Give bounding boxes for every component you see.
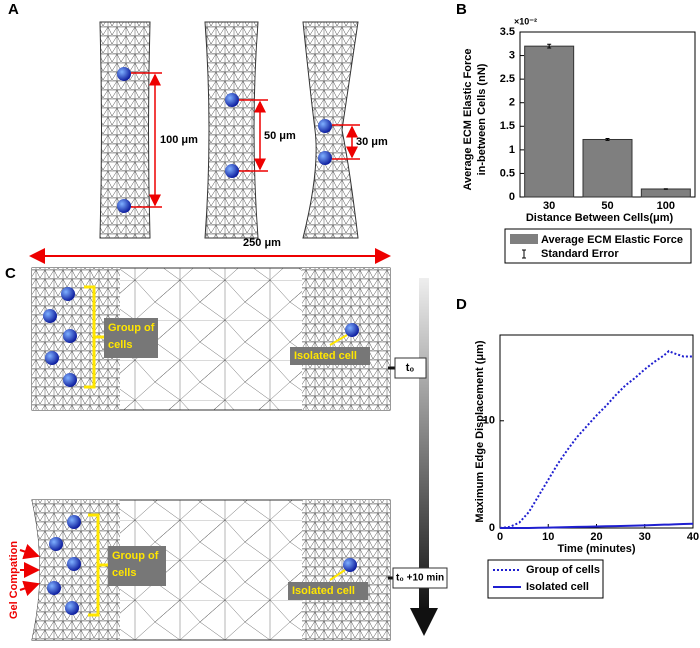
legend-label: Standard Error bbox=[541, 248, 619, 260]
bar bbox=[582, 138, 633, 198]
legend-box bbox=[487, 559, 604, 599]
group-label: Group of bbox=[108, 322, 155, 334]
legend-swatch bbox=[510, 234, 538, 244]
cell bbox=[117, 199, 131, 213]
width-label: 250 μm bbox=[243, 237, 281, 249]
error-bar bbox=[547, 43, 552, 49]
dimension-lines bbox=[131, 72, 360, 208]
arrow bbox=[19, 543, 40, 560]
x-axis-label: Time (minutes) bbox=[557, 543, 635, 555]
y-exponent: ×10⁻² bbox=[514, 16, 537, 26]
error-bar bbox=[605, 138, 610, 141]
panel-label: B bbox=[456, 1, 467, 18]
cell bbox=[225, 93, 239, 107]
cell bbox=[43, 309, 57, 323]
cell bbox=[345, 323, 359, 337]
arrow bbox=[19, 580, 40, 597]
x-axis-label: Distance Between Cells(μm) bbox=[526, 212, 674, 224]
cell-group bbox=[43, 287, 359, 615]
y-tick-label: 0.5 bbox=[500, 167, 515, 179]
distance-label: 50 μm bbox=[264, 130, 296, 142]
y-axis-label: in-between Cells (nN) bbox=[476, 63, 488, 175]
legend-label: Group of cells bbox=[526, 564, 600, 576]
y-tick-label: 0 bbox=[489, 522, 495, 534]
legend-swatch bbox=[522, 249, 526, 259]
time-label: t₀ bbox=[406, 362, 415, 374]
x-tick-label: 100 bbox=[657, 200, 675, 212]
label-bg bbox=[290, 347, 370, 365]
cell bbox=[67, 515, 81, 529]
compaction-label: Gel Compation bbox=[8, 541, 20, 620]
label-bg bbox=[108, 546, 166, 586]
cell bbox=[45, 351, 59, 365]
y-tick-label: 3 bbox=[509, 49, 515, 61]
cell bbox=[61, 287, 75, 301]
group-label: cells bbox=[112, 567, 136, 579]
cell bbox=[47, 581, 61, 595]
bar bbox=[640, 188, 691, 198]
cell bbox=[65, 601, 79, 615]
cell bbox=[318, 151, 332, 165]
gel-strip bbox=[204, 21, 259, 239]
label-bg bbox=[288, 582, 368, 600]
group-label: cells bbox=[108, 339, 132, 351]
y-tick-label: 10 bbox=[483, 415, 495, 427]
y-axis-label: Average ECM Elastic Force bbox=[462, 48, 474, 190]
distance-label: 100 μm bbox=[160, 134, 198, 146]
cell bbox=[49, 537, 63, 551]
time-box bbox=[392, 567, 448, 589]
bracket bbox=[88, 513, 108, 617]
bracket bbox=[84, 285, 104, 389]
y-tick-label: 0 bbox=[509, 191, 515, 203]
y-tick-label: 3.5 bbox=[500, 26, 515, 38]
bar bbox=[524, 45, 575, 198]
x-tick-label: 10 bbox=[542, 531, 554, 543]
x-tick-label: 0 bbox=[497, 531, 503, 543]
dim-tick bbox=[131, 72, 162, 208]
compaction-arrows bbox=[19, 543, 40, 597]
x-tick-label: 40 bbox=[687, 531, 699, 543]
line-series bbox=[500, 522, 694, 529]
cell bbox=[67, 557, 81, 571]
time-arrow bbox=[419, 278, 429, 610]
dim-tick bbox=[332, 124, 360, 160]
cell bbox=[63, 329, 77, 343]
y-tick-label: 2.5 bbox=[500, 73, 515, 85]
isolated-label: Isolated cell bbox=[292, 585, 355, 597]
panel-label: D bbox=[456, 296, 467, 313]
y-tick-label: 1.5 bbox=[500, 120, 515, 132]
cell bbox=[318, 119, 332, 133]
dim-tick bbox=[239, 99, 268, 172]
plot-frame bbox=[499, 334, 694, 529]
cell bbox=[225, 164, 239, 178]
panel-label: C bbox=[5, 265, 16, 282]
cell bbox=[343, 558, 357, 572]
y-tick-label: 2 bbox=[509, 97, 515, 109]
x-tick-label: 30 bbox=[639, 531, 651, 543]
y-tick-label: 1 bbox=[509, 144, 515, 156]
y-axis-label: Maximum Edge Displacement (μm) bbox=[474, 340, 486, 522]
dense-mesh bbox=[302, 268, 390, 410]
x-tick-label: 30 bbox=[543, 200, 555, 212]
distance-label: 30 μm bbox=[356, 136, 388, 148]
panel-label: A bbox=[8, 1, 19, 18]
x-tick-label: 50 bbox=[601, 200, 613, 212]
time-arrow-head bbox=[410, 608, 438, 636]
legend-label: Average ECM Elastic Force bbox=[541, 234, 683, 246]
group-label: Group of bbox=[112, 550, 159, 562]
cell bbox=[117, 67, 131, 81]
time-box bbox=[394, 357, 427, 379]
line-series bbox=[499, 349, 693, 529]
x-tick-label: 20 bbox=[590, 531, 602, 543]
pointer bbox=[329, 334, 348, 581]
gel-strip bbox=[99, 21, 151, 239]
isolated-label: Isolated cell bbox=[294, 350, 357, 362]
legend-label: Isolated cell bbox=[526, 581, 589, 593]
label-bg bbox=[104, 318, 158, 358]
time-label: t₀ +10 min bbox=[396, 573, 444, 584]
cell bbox=[63, 373, 77, 387]
